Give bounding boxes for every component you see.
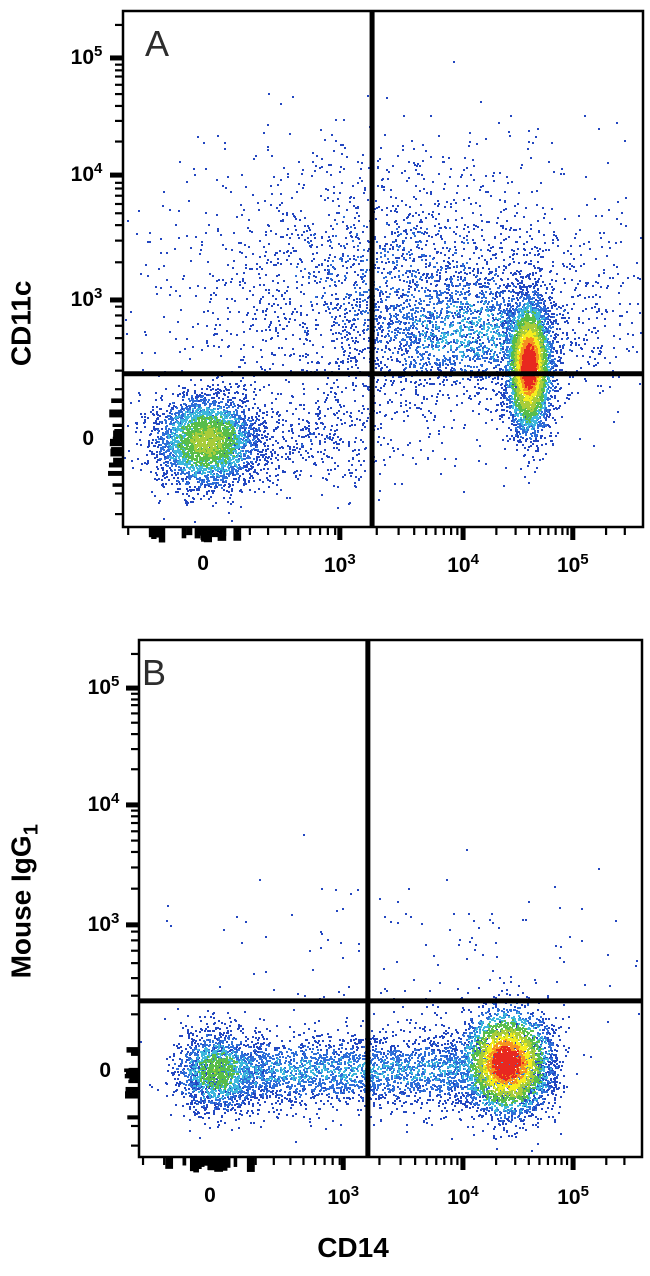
x-axis-title-text: CD14 bbox=[317, 1232, 389, 1263]
x-tick-label: 0 bbox=[197, 552, 209, 575]
y-tick-label: 0 bbox=[82, 427, 94, 451]
x-tick-label: 105 bbox=[557, 1183, 589, 1209]
panel-a-axes bbox=[108, 9, 645, 543]
x-tick-label: 103 bbox=[323, 551, 356, 577]
panel-b-scatter-canvas bbox=[139, 640, 642, 1157]
panel-b-axes bbox=[124, 638, 644, 1173]
panel-a-label: A bbox=[145, 23, 170, 64]
y-tick-label: 103 bbox=[87, 909, 120, 936]
panel-b-y-axis-title-text: Mouse IgG bbox=[5, 835, 37, 979]
y-tick-label: 104 bbox=[87, 789, 120, 816]
x-tick-label: 105 bbox=[556, 551, 589, 577]
panel-b-label: B bbox=[142, 652, 167, 693]
y-tick-label: 104 bbox=[70, 160, 103, 187]
panel-a-scatter-canvas bbox=[123, 11, 643, 527]
y-tick-label: 105 bbox=[87, 673, 120, 700]
y-tick-label: 105 bbox=[70, 42, 103, 69]
x-axis-title: CD14 bbox=[273, 1231, 433, 1265]
y-tick-label: 0 bbox=[99, 1059, 111, 1083]
x-tick-label: 103 bbox=[327, 1183, 360, 1209]
y-tick-label: 103 bbox=[70, 284, 103, 311]
x-tick-label: 0 bbox=[204, 1184, 216, 1207]
panel-b-y-axis-title: Mouse IgG1 bbox=[5, 741, 44, 1061]
x-tick-label: 104 bbox=[447, 1183, 479, 1209]
panel-b-y-axis-title-subscript: 1 bbox=[20, 824, 43, 836]
x-tick-label: 104 bbox=[447, 551, 479, 577]
